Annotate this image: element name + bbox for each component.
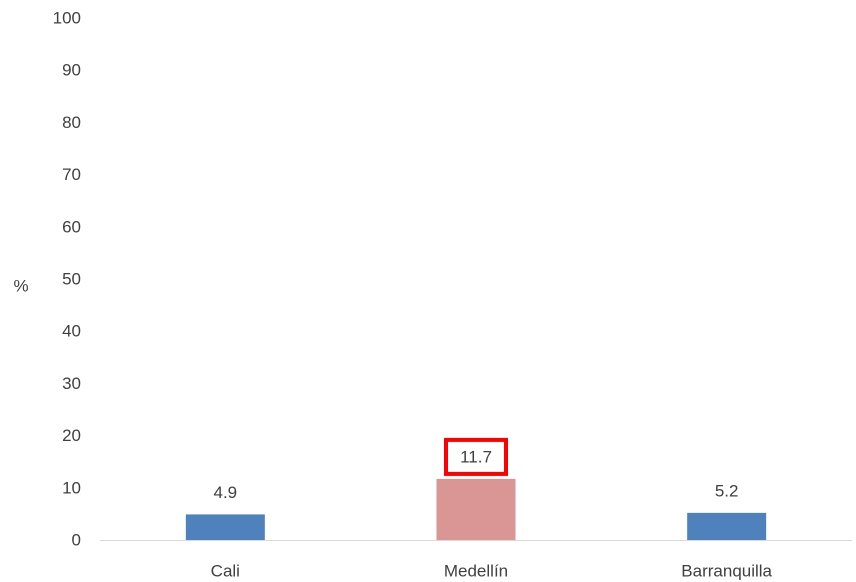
x-axis-labels: Cali Medellín Barranquilla — [211, 562, 773, 581]
data-label: 4.9 — [214, 483, 238, 502]
y-tick-label: 90 — [62, 61, 81, 80]
y-axis-ticks: 0 10 20 30 40 50 60 70 80 90 100 — [53, 9, 81, 550]
bar-medell-n — [436, 478, 516, 540]
y-tick-label: 60 — [62, 217, 81, 236]
data-labels: 4.9 11.7 5.2 — [214, 437, 739, 502]
y-tick-label: 30 — [62, 374, 81, 393]
y-tick-label: 70 — [62, 165, 81, 184]
bar-cali — [185, 514, 265, 540]
y-tick-label: 0 — [72, 531, 81, 550]
x-tick-label: Medellín — [444, 562, 508, 581]
y-tick-label: 40 — [62, 322, 81, 341]
bar-barranquilla — [687, 512, 767, 540]
y-tick-label: 100 — [53, 9, 81, 28]
data-label: 5.2 — [715, 481, 739, 500]
y-tick-label: 20 — [62, 426, 81, 445]
x-tick-label: Barranquilla — [681, 562, 772, 581]
y-axis-title: % — [13, 277, 28, 296]
y-tick-label: 50 — [62, 270, 81, 289]
x-tick-label: Cali — [211, 562, 240, 581]
highlight-box — [444, 437, 508, 476]
y-tick-label: 80 — [62, 113, 81, 132]
bars — [185, 478, 767, 540]
y-tick-label: 10 — [62, 478, 81, 497]
data-label: 11.7 — [460, 447, 492, 466]
